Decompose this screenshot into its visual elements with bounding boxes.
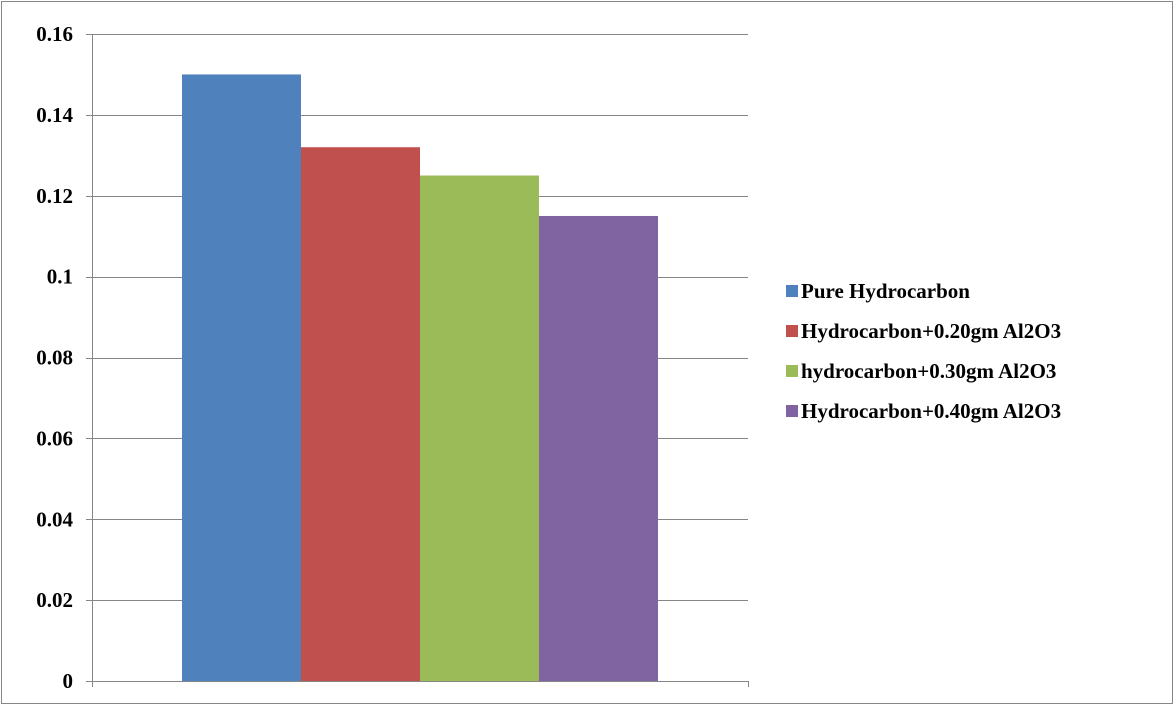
legend-label: hydrocarbon+0.30gm Al2O3 <box>801 359 1056 383</box>
legend: Pure Hydrocarbon Hydrocarbon+0.20gm Al2O3… <box>786 279 1061 423</box>
bar-4 <box>539 215 658 681</box>
y-tick-label: 0.16 <box>36 22 73 46</box>
legend-label: Hydrocarbon+0.40gm Al2O3 <box>801 399 1061 423</box>
y-tick-label: 0 <box>63 669 74 693</box>
y-tick-label: 0.1 <box>47 265 73 289</box>
y-tick-label: 0.02 <box>36 588 73 612</box>
axes <box>86 34 749 687</box>
legend-item: hydrocarbon+0.30gm Al2O3 <box>786 359 1056 383</box>
legend-swatch <box>786 365 798 377</box>
bars <box>182 74 658 682</box>
bar-2 <box>301 147 420 682</box>
y-tick-label: 0.14 <box>36 103 73 127</box>
y-tick-label: 0.08 <box>36 346 73 370</box>
legend-label: Hydrocarbon+0.20gm Al2O3 <box>801 319 1061 343</box>
y-axis-tick-labels: 0 0.02 0.04 0.06 0.08 0.1 0.12 0.14 0.16 <box>36 22 73 693</box>
legend-item: Hydrocarbon+0.40gm Al2O3 <box>786 399 1061 423</box>
y-tick-label: 0.12 <box>36 184 73 208</box>
legend-item: Pure Hydrocarbon <box>786 279 970 303</box>
y-tick-label: 0.06 <box>36 426 73 450</box>
legend-swatch <box>786 285 798 297</box>
bar-1 <box>182 74 301 681</box>
legend-item: Hydrocarbon+0.20gm Al2O3 <box>786 319 1061 343</box>
bar-3 <box>420 175 539 681</box>
legend-swatch <box>786 325 798 337</box>
legend-swatch <box>786 405 798 417</box>
y-tick-label: 0.04 <box>36 507 73 531</box>
legend-label: Pure Hydrocarbon <box>801 279 970 303</box>
